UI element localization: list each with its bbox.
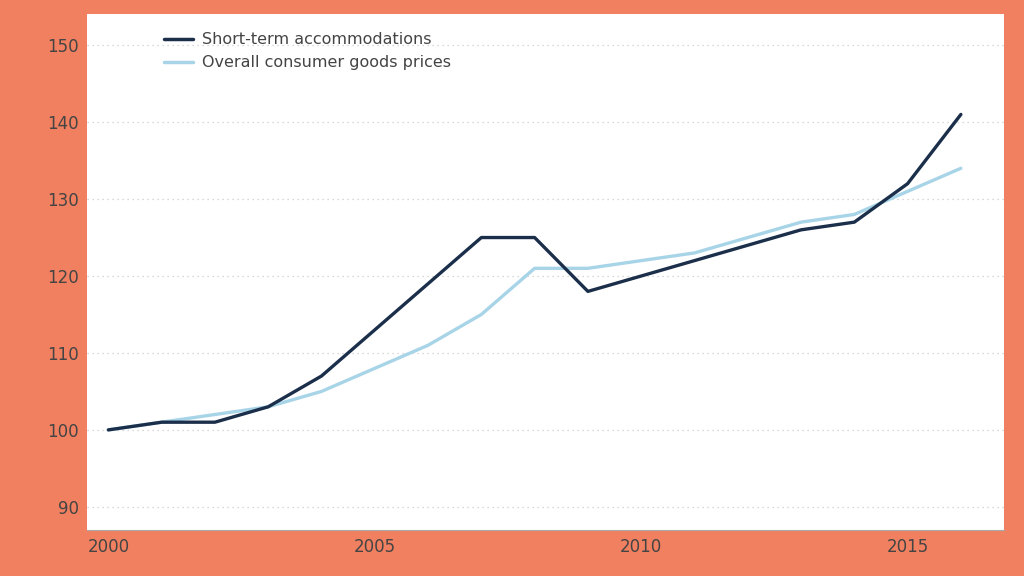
Legend: Short-term accommodations, Overall consumer goods prices: Short-term accommodations, Overall consu… [159, 28, 456, 75]
